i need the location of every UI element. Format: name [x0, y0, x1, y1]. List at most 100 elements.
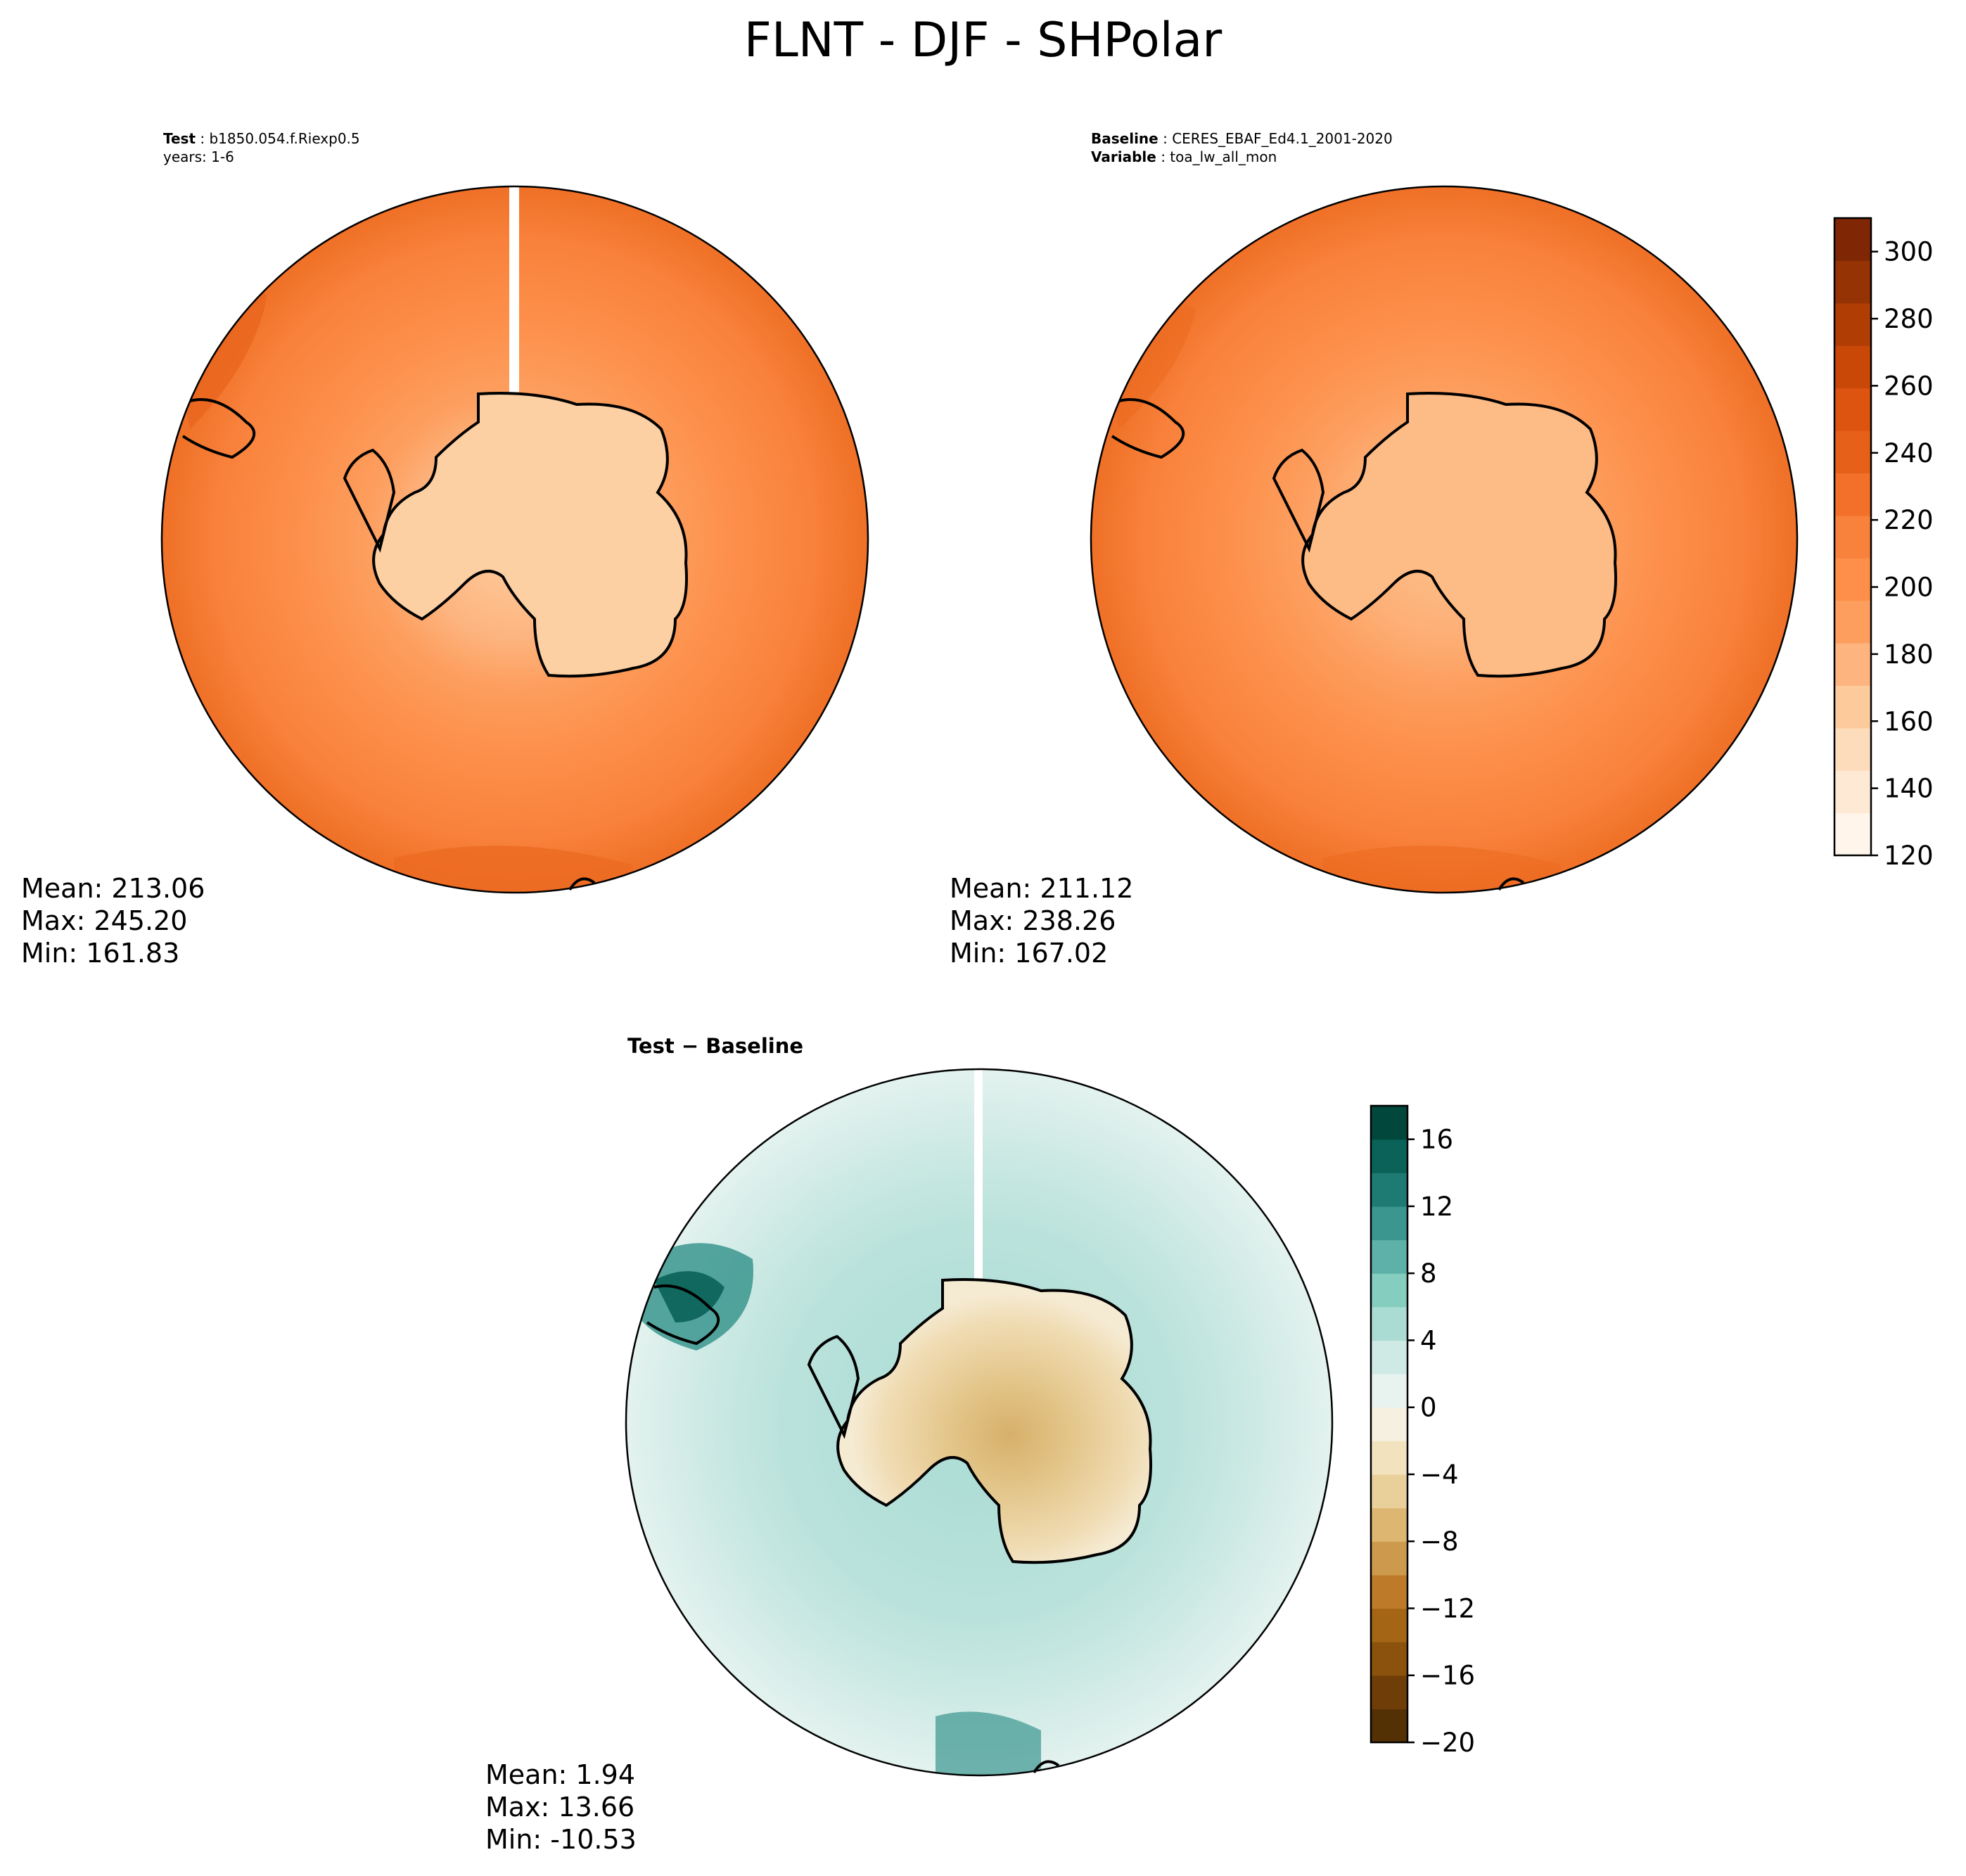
- colorbar-tick-label: 260: [1884, 371, 1934, 401]
- colorbar-tick-label: 180: [1884, 639, 1934, 670]
- diff-stats: Mean: 1.94 Max: 13.66 Min: -10.53: [485, 1759, 637, 1856]
- diff-map-border: [625, 1068, 1334, 1777]
- colorbar-tick-label: −16: [1420, 1661, 1475, 1691]
- colorbar-tick-label: 160: [1884, 706, 1934, 736]
- colorbar-segment: [1834, 218, 1871, 261]
- test-label: Test : b1850.054.f.Riexp0.5 years: 1-6: [163, 129, 360, 166]
- diff-map: [625, 1068, 1334, 1777]
- colorbar-segment: [1371, 1106, 1408, 1140]
- colorbar-segment: [1834, 600, 1871, 644]
- colorbar-tick-label: −8: [1420, 1526, 1459, 1557]
- colorbar-segment: [1371, 1574, 1408, 1609]
- test-mean: Mean: 213.06: [21, 873, 205, 904]
- baseline-island-outline: [1498, 877, 1525, 891]
- colorbar-tick-label: 12: [1420, 1192, 1453, 1222]
- colorbar-segment: [1834, 302, 1871, 346]
- colorbar-segment: [1834, 685, 1871, 729]
- diff-island-outline: [1033, 1760, 1060, 1774]
- colorbar-segment: [1371, 1642, 1408, 1676]
- baseline-mean: Mean: 211.12: [950, 873, 1134, 904]
- baseline-peninsula-outline: [1272, 448, 1325, 553]
- diff-peninsula-outline: [807, 1334, 860, 1439]
- colorbar-tick-label: 200: [1884, 573, 1934, 603]
- colorbar-tick-label: 220: [1884, 505, 1934, 535]
- colorbar-segment: [1371, 1675, 1408, 1709]
- colorbar-segment: [1371, 1239, 1408, 1274]
- baseline-map-border: [1090, 185, 1799, 894]
- colorbar-segment: [1371, 1306, 1408, 1341]
- colorbar-segment: [1834, 558, 1871, 601]
- diff-max: Max: 13.66: [485, 1792, 635, 1823]
- colorbar-segment: [1834, 643, 1871, 686]
- colorbar-tick-label: 8: [1420, 1258, 1437, 1289]
- test-island-outline: [568, 877, 596, 891]
- test-south-america-outline: [181, 398, 256, 459]
- diff-title: Test − Baseline: [627, 1034, 804, 1058]
- label-separator: :: [1156, 148, 1170, 165]
- colorbar-segment: [1834, 727, 1871, 771]
- colorbar-segment: [1371, 1173, 1408, 1207]
- diff-positive-patch: [936, 1711, 1041, 1775]
- colorbar-segment: [1371, 1474, 1408, 1509]
- baseline-min: Min: 167.02: [950, 938, 1109, 969]
- colorbar-segment: [1834, 515, 1871, 559]
- diff-south-america-outline: [646, 1284, 720, 1346]
- colorbar-segment: [1371, 1407, 1408, 1441]
- colorbar-tick-label: 16: [1420, 1125, 1453, 1155]
- baseline-south-america-outline: [1111, 398, 1185, 459]
- test-peninsula-outline: [343, 448, 396, 553]
- baseline-label-value: CERES_EBAF_Ed4.1_2001-2020: [1172, 130, 1393, 147]
- colorbar-segment: [1371, 1541, 1408, 1576]
- test-max: Max: 245.20: [21, 905, 188, 936]
- colorbar-tick-label: −20: [1420, 1728, 1475, 1758]
- diff-positive-patch: [654, 1271, 725, 1322]
- colorbar-segment: [1834, 260, 1871, 304]
- colorbar-tick-label: 4: [1420, 1325, 1437, 1355]
- main-colorbar: 120 140 160 180 200 220 240 260 280 300: [1833, 217, 1934, 871]
- test-map: [160, 185, 869, 894]
- colorbar-tick-label: 300: [1884, 237, 1934, 267]
- test-label-value: b1850.054.f.Riexp0.5: [209, 130, 360, 147]
- baseline-max: Max: 238.26: [950, 905, 1116, 936]
- colorbar-segment: [1371, 1507, 1408, 1542]
- colorbar-segment: [1371, 1139, 1408, 1173]
- test-label-key: Test: [163, 130, 196, 147]
- colorbar-tick-label: 280: [1884, 304, 1934, 334]
- colorbar-segment: [1371, 1608, 1408, 1642]
- test-map-border: [160, 185, 869, 894]
- test-min: Min: 161.83: [21, 938, 180, 969]
- colorbar-segment: [1371, 1709, 1408, 1743]
- variable-label-key: Variable: [1091, 148, 1156, 165]
- colorbar-tick-label: 0: [1420, 1393, 1437, 1423]
- colorbar-segment: [1371, 1273, 1408, 1308]
- colorbar-segment: [1371, 1374, 1408, 1408]
- label-separator: :: [1158, 130, 1173, 147]
- diff-min: Min: -10.53: [485, 1824, 637, 1855]
- colorbar-segment: [1834, 473, 1871, 516]
- figure-title: FLNT - DJF - SHPolar: [743, 13, 1223, 68]
- colorbar-tick-label: 120: [1884, 841, 1934, 871]
- colorbar-segment: [1834, 388, 1871, 431]
- colorbar-segment: [1834, 430, 1871, 473]
- variable-label-value: toa_lw_all_mon: [1170, 148, 1277, 165]
- colorbar-segment: [1834, 770, 1871, 814]
- colorbar-frame: [1370, 1104, 1409, 1744]
- colorbar-segment: [1371, 1206, 1408, 1241]
- colorbar-segment: [1371, 1340, 1408, 1374]
- colorbar-tick-label: −4: [1420, 1460, 1459, 1490]
- label-separator: :: [196, 130, 210, 147]
- baseline-stats: Mean: 211.12 Max: 238.26 Min: 167.02: [950, 872, 1133, 969]
- baseline-map: [1090, 185, 1799, 894]
- colorbar-tick-label: 240: [1884, 438, 1934, 468]
- diff-colorbar: −20 −16 −12 −8 −4 0 4 8 12 16: [1370, 1104, 1475, 1758]
- diff-mean: Mean: 1.94: [485, 1759, 636, 1790]
- test-stats: Mean: 213.06 Max: 245.20 Min: 161.83: [21, 872, 205, 969]
- baseline-label-key: Baseline: [1091, 130, 1158, 147]
- colorbar-tick-label: 140: [1884, 774, 1934, 804]
- colorbar-segment: [1834, 345, 1871, 389]
- colorbar-frame: [1833, 217, 1872, 857]
- baseline-label: Baseline : CERES_EBAF_Ed4.1_2001-2020 Va…: [1091, 129, 1393, 166]
- colorbar-segment: [1371, 1441, 1408, 1475]
- colorbar-segment: [1834, 812, 1871, 856]
